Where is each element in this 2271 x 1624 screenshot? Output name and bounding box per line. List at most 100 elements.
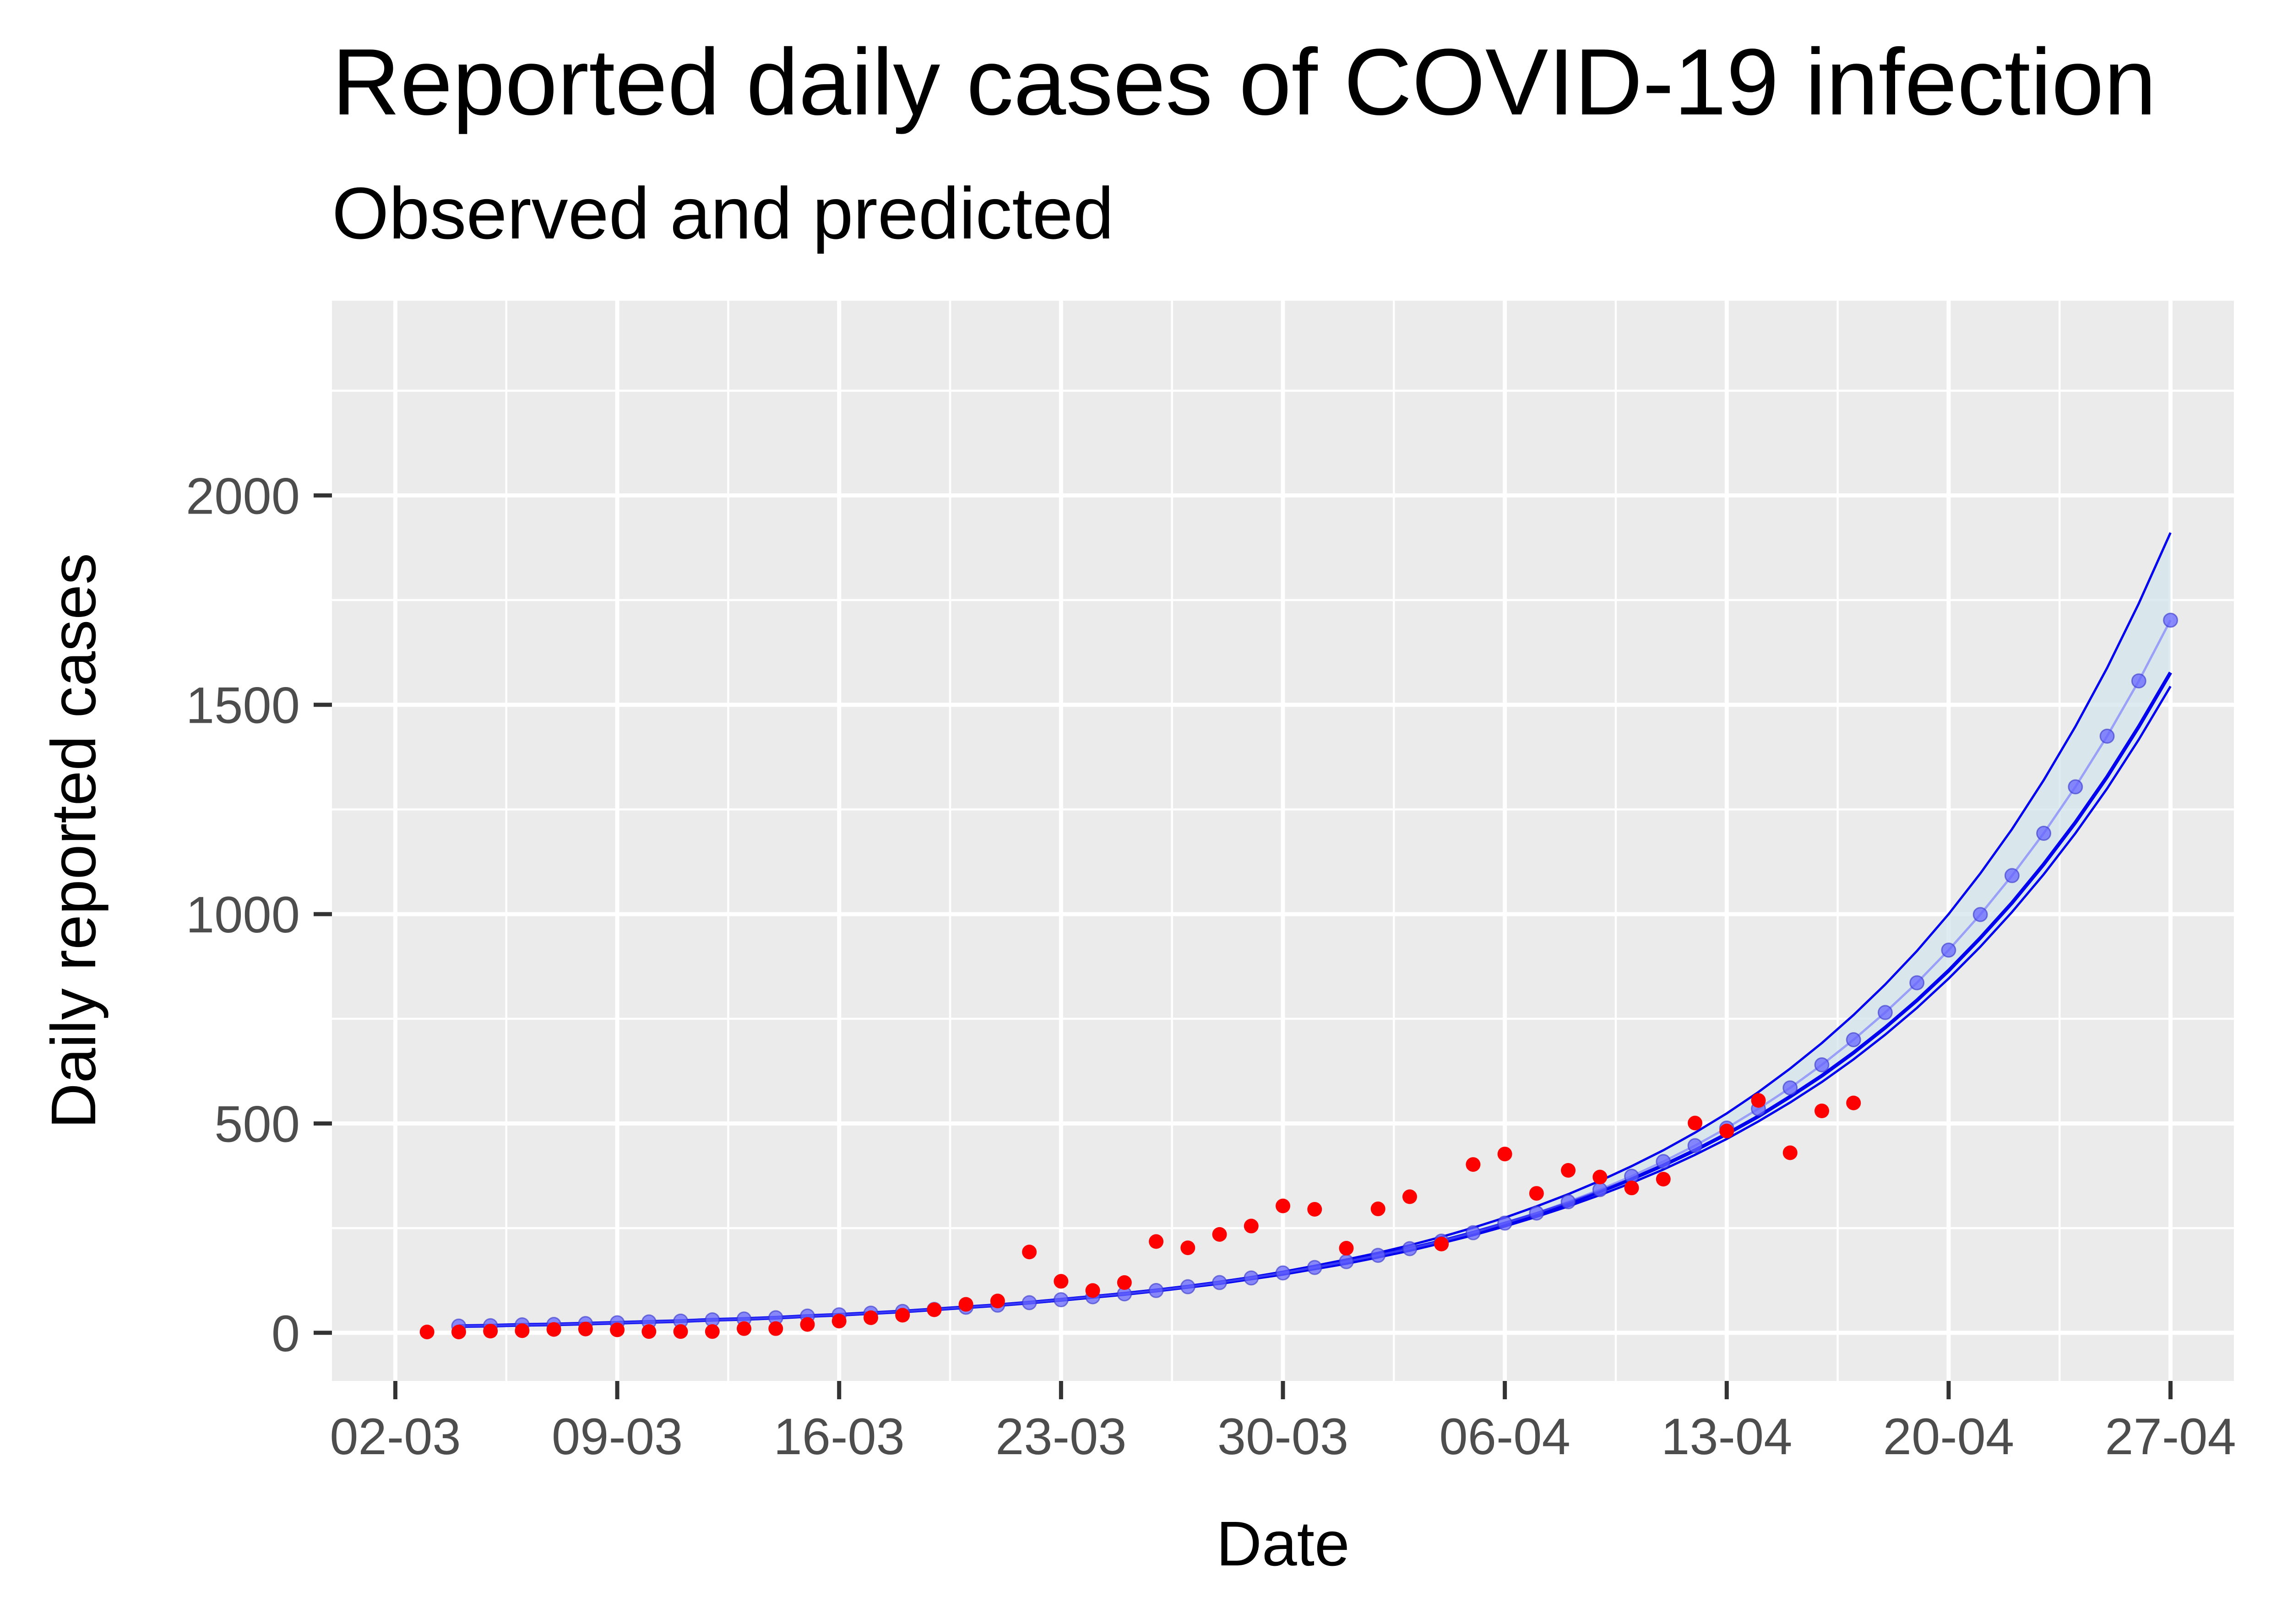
y-axis-title: Daily reported cases bbox=[38, 553, 109, 1129]
observed-point bbox=[800, 1317, 815, 1332]
x-axis: 02-03 09-03 16-03 23-03 30-03 06-04 13-04 20-04… bbox=[330, 1381, 2236, 1465]
observed-point bbox=[1434, 1236, 1449, 1251]
x-axis-tick-label: 13-04 bbox=[1661, 1408, 1792, 1465]
predicted-point bbox=[1307, 1260, 1322, 1275]
predicted-point bbox=[1687, 1138, 1703, 1153]
predicted-point bbox=[1782, 1080, 1798, 1096]
observed-point bbox=[1719, 1123, 1734, 1138]
observed-point bbox=[1688, 1115, 1703, 1131]
observed-point bbox=[895, 1308, 910, 1323]
observed-point bbox=[1180, 1240, 1195, 1256]
predicted-point bbox=[1370, 1248, 1386, 1263]
observed-point bbox=[578, 1321, 593, 1337]
predicted-point bbox=[1275, 1265, 1291, 1281]
x-axis-title: Date bbox=[1216, 1509, 1350, 1579]
predicted-point bbox=[2004, 868, 2020, 883]
observed-point bbox=[831, 1314, 847, 1329]
observed-point bbox=[673, 1324, 688, 1339]
x-axis-tick-label: 06-04 bbox=[1439, 1408, 1570, 1465]
observed-point bbox=[1466, 1157, 1481, 1172]
x-axis-tick-label: 02-03 bbox=[330, 1408, 461, 1465]
predicted-point bbox=[2131, 673, 2146, 689]
predicted-point bbox=[1402, 1241, 1418, 1256]
observed-point bbox=[1307, 1202, 1322, 1217]
observed-point bbox=[451, 1324, 466, 1339]
observed-point bbox=[1782, 1145, 1798, 1160]
predicted-point bbox=[1592, 1182, 1608, 1197]
predicted-point bbox=[1560, 1194, 1576, 1209]
observed-point bbox=[1656, 1172, 1671, 1187]
y-axis-tick-label: 500 bbox=[214, 1095, 300, 1153]
predicted-point bbox=[1338, 1254, 1354, 1269]
observed-point bbox=[1339, 1241, 1354, 1256]
chart-title: Reported daily cases of COVID-19 infecti… bbox=[332, 29, 2157, 135]
x-axis-tick-label: 20-04 bbox=[1883, 1408, 2014, 1465]
predicted-point bbox=[2068, 779, 2083, 795]
observed-points bbox=[419, 1093, 1861, 1339]
predicted-point bbox=[1021, 1295, 1037, 1310]
predicted-point bbox=[1656, 1154, 1671, 1169]
observed-point bbox=[1244, 1218, 1259, 1234]
predicted-point bbox=[1941, 942, 1956, 958]
observed-point bbox=[1149, 1234, 1164, 1249]
x-axis-tick-label: 09-03 bbox=[552, 1408, 683, 1465]
observed-point bbox=[641, 1324, 657, 1339]
predicted-point bbox=[1148, 1283, 1164, 1298]
predicted-point bbox=[1053, 1292, 1069, 1308]
observed-point bbox=[1814, 1104, 1829, 1118]
confidence-band-area bbox=[458, 532, 2171, 1327]
x-axis-tick-label: 16-03 bbox=[774, 1408, 905, 1465]
observed-point bbox=[927, 1302, 942, 1317]
observed-point bbox=[1117, 1275, 1132, 1290]
observed-point bbox=[546, 1322, 561, 1337]
predicted-point bbox=[1846, 1032, 1861, 1047]
observed-point bbox=[1751, 1093, 1766, 1108]
y-axis-tick-label: 0 bbox=[272, 1305, 300, 1362]
y-axis-tick-label: 1000 bbox=[186, 886, 300, 943]
y-axis-tick-label: 1500 bbox=[186, 677, 300, 734]
observed-point bbox=[1561, 1163, 1576, 1178]
observed-point bbox=[1054, 1274, 1069, 1289]
predicted-point bbox=[1877, 1005, 1893, 1020]
observed-point bbox=[1846, 1095, 1861, 1110]
predicted-point bbox=[1972, 907, 1988, 922]
observed-point bbox=[1624, 1180, 1639, 1196]
observed-point bbox=[1085, 1283, 1100, 1298]
observed-point bbox=[515, 1323, 530, 1338]
observed-point bbox=[705, 1324, 720, 1339]
observed-point bbox=[737, 1321, 752, 1336]
predicted-point bbox=[2036, 826, 2052, 841]
predicted-point bbox=[1465, 1225, 1481, 1240]
observed-point bbox=[483, 1324, 498, 1339]
observed-point bbox=[1022, 1245, 1037, 1260]
observed-point bbox=[1276, 1198, 1290, 1213]
predicted-point bbox=[1814, 1057, 1830, 1072]
x-axis-tick-label: 27-04 bbox=[2105, 1408, 2236, 1465]
predicted-point bbox=[2099, 728, 2115, 744]
observed-point bbox=[1402, 1189, 1417, 1204]
x-axis-tick-label: 30-03 bbox=[1217, 1408, 1348, 1465]
chart-subtitle: Observed and predicted bbox=[332, 172, 1114, 254]
predicted-point bbox=[1497, 1215, 1513, 1231]
observed-point bbox=[990, 1294, 1005, 1309]
predicted-point bbox=[1180, 1279, 1195, 1294]
predicted-point bbox=[2163, 612, 2179, 628]
observed-point bbox=[1212, 1227, 1227, 1242]
observed-point bbox=[1529, 1186, 1544, 1201]
predicted-point bbox=[1244, 1270, 1259, 1286]
observed-point bbox=[419, 1324, 435, 1339]
observed-point bbox=[1592, 1169, 1608, 1185]
observed-point bbox=[610, 1322, 625, 1337]
observed-point bbox=[768, 1321, 783, 1336]
predicted-point bbox=[1909, 975, 1925, 991]
predicted-point bbox=[1212, 1275, 1228, 1290]
predicted-point bbox=[1529, 1205, 1544, 1221]
y-axis: 0 500 1000 1500 2000 bbox=[186, 467, 332, 1362]
grid-major bbox=[332, 301, 2234, 1381]
observed-point bbox=[1497, 1147, 1512, 1162]
observed-point bbox=[958, 1297, 973, 1312]
y-axis-tick-label: 2000 bbox=[186, 467, 300, 525]
x-axis-tick-label: 23-03 bbox=[995, 1408, 1126, 1465]
observed-point bbox=[1370, 1202, 1385, 1217]
